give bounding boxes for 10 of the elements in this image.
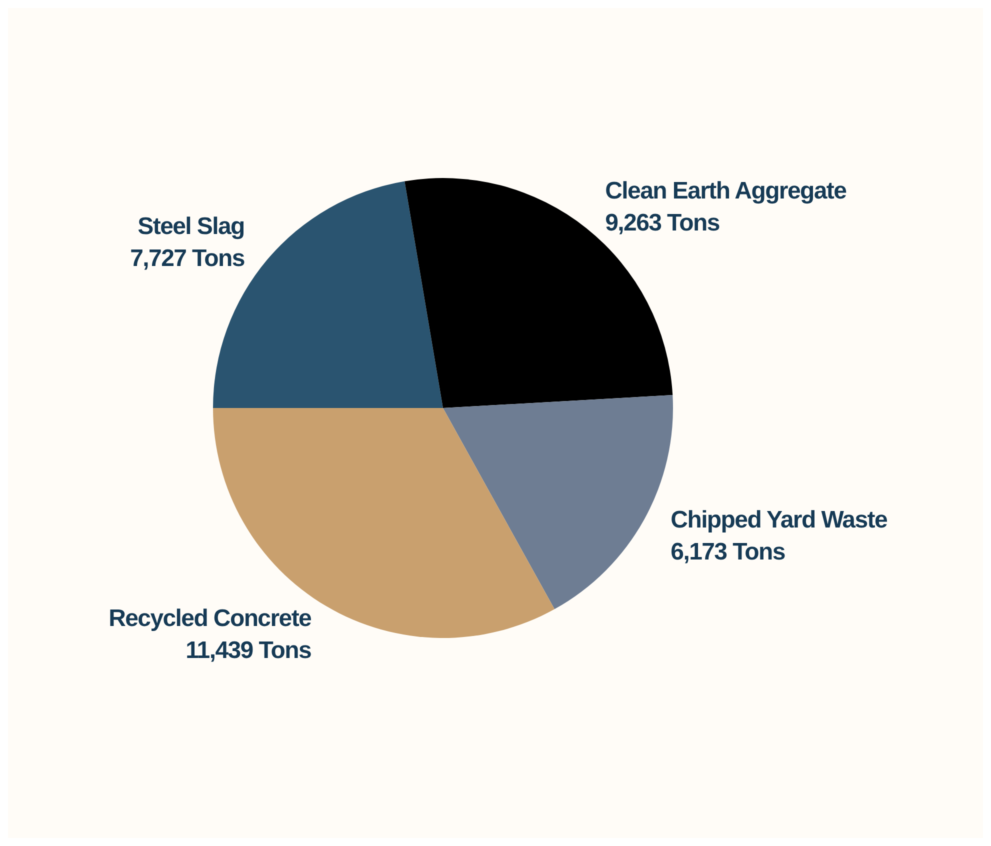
data-label: 6,173 Tons bbox=[670, 538, 786, 566]
slice-label: Recycled Concrete bbox=[108, 605, 312, 632]
slice-label: Steel Slag bbox=[138, 213, 245, 240]
pie-slice bbox=[443, 395, 673, 610]
data-label: 11,439 Tons bbox=[186, 637, 312, 664]
pie-slice bbox=[213, 408, 555, 638]
slice-label: Chipped Yard Waste bbox=[670, 506, 888, 534]
data-label: 7,727 Tons bbox=[130, 245, 245, 272]
data-label: 9,263 Tons bbox=[605, 210, 720, 237]
slice-label: Clean Earth Aggregate bbox=[605, 178, 847, 205]
